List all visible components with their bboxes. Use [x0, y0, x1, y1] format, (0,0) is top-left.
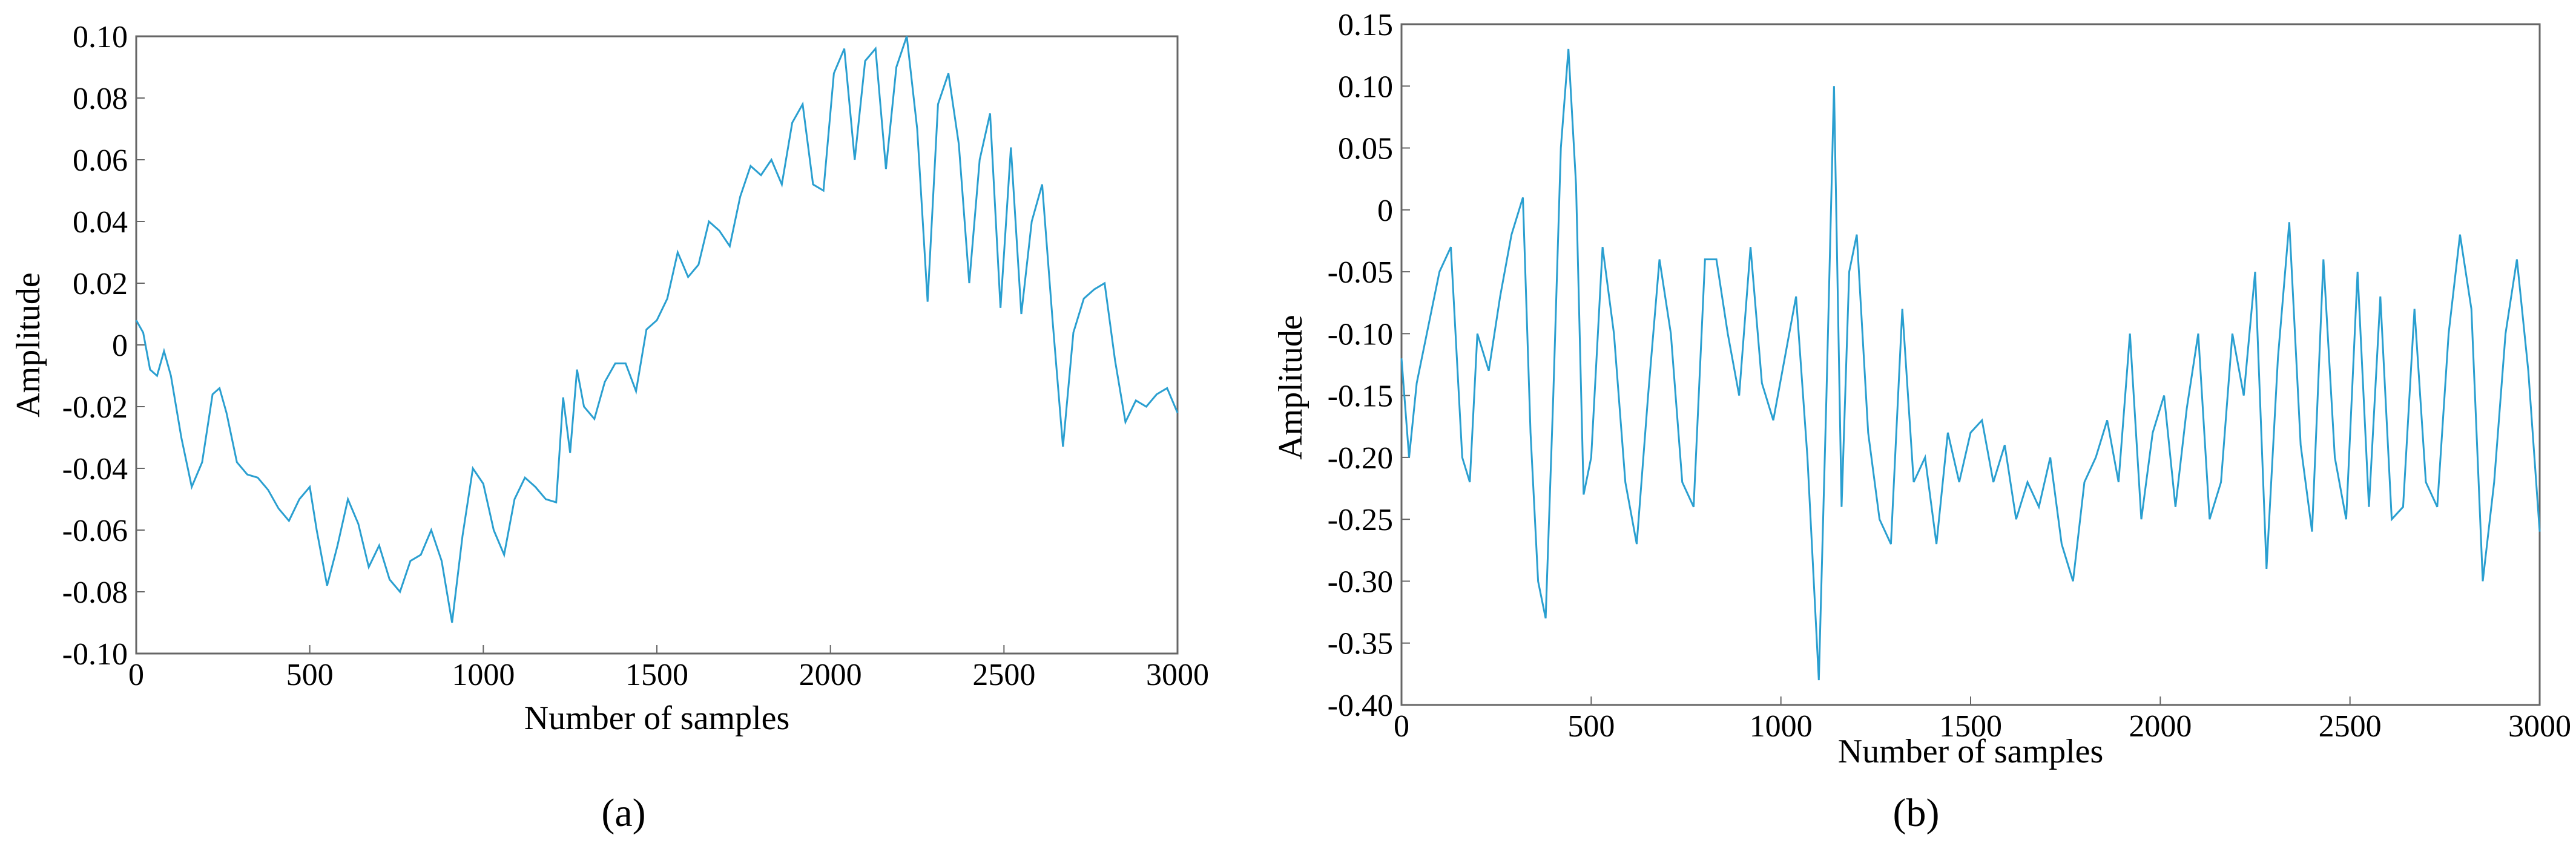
x-axis-ticks-b: 0 500 1000 1500 2000 2500 3000: [1394, 696, 2571, 744]
y-tick-label: -0.04: [62, 452, 128, 487]
x-tick-label: 1500: [625, 658, 688, 692]
x-tick-label: 0: [128, 658, 144, 692]
y-axis-label-a: Amplitude: [10, 272, 47, 418]
x-axis-ticks-a: 0 500 1000 1500 2000 2500 3000: [128, 645, 1209, 692]
y-tick-label: -0.25: [1328, 503, 1393, 537]
signal-line-b: [1400, 48, 2541, 681]
y-tick-label: 0.06: [73, 143, 128, 178]
y-tick-label: -0.05: [1328, 255, 1393, 290]
y-tick-label: -0.20: [1328, 441, 1393, 476]
x-tick-label: 2500: [972, 658, 1035, 692]
panel-label-a: (a): [601, 791, 645, 835]
y-tick-label: 0.08: [73, 82, 128, 116]
y-tick-label: -0.40: [1328, 689, 1393, 723]
y-tick-label: -0.10: [62, 637, 128, 672]
y-tick-label: -0.35: [1328, 627, 1393, 661]
y-tick-label: -0.15: [1328, 379, 1393, 414]
y-tick-label: 0: [1377, 194, 1393, 228]
x-tick-label: 3000: [2508, 709, 2571, 744]
y-axis-ticks-a: -0.10 -0.08 -0.06 -0.04 -0.02 0 0.02 0.04 0.06 0.…: [62, 20, 145, 672]
x-axis-label-a: Number of samples: [524, 700, 790, 737]
x-tick-label: 1500: [1939, 709, 2002, 744]
x-tick-label: 2500: [2319, 709, 2382, 744]
x-tick-label: 2000: [2129, 709, 2192, 744]
x-tick-label: 1000: [452, 658, 515, 692]
x-tick-label: 0: [1394, 709, 1409, 744]
y-tick-label: -0.08: [62, 575, 128, 610]
y-tick-label: 0.04: [73, 205, 128, 240]
x-tick-label: 500: [1567, 709, 1615, 744]
x-tick-label: 3000: [1146, 658, 1209, 692]
y-tick-label: -0.30: [1328, 565, 1393, 599]
chart-panel-a: 0 500 1000 1500 2000 2500 3000 -0.10 -0.08 -0.06…: [10, 20, 1209, 835]
y-tick-label: -0.02: [62, 390, 128, 425]
signal-line-a: [135, 36, 1179, 623]
y-tick-label: 0.10: [73, 20, 128, 54]
y-tick-label: -0.10: [1328, 317, 1393, 352]
y-tick-label: -0.06: [62, 514, 128, 548]
y-tick-label: 0.10: [1338, 70, 1393, 104]
y-tick-label: 0.05: [1338, 132, 1393, 166]
y-tick-label: 0.02: [73, 267, 128, 301]
y-axis-label-b: Amplitude: [1272, 315, 1309, 460]
chart-panel-b: 0 500 1000 1500 2000 2500 3000 -0.40 -0.35 -0.30…: [1272, 8, 2571, 835]
panel-label-b: (b): [1893, 791, 1940, 835]
x-axis-label-b: Number of samples: [1838, 733, 2104, 770]
y-tick-label: 0: [112, 329, 128, 363]
x-tick-label: 500: [286, 658, 334, 692]
y-axis-ticks-b: -0.40 -0.35 -0.30 -0.25 -0.20 -0.15 -0.10 -0.05…: [1328, 8, 1410, 723]
plot-frame-a: [135, 35, 1179, 655]
y-tick-label: 0.15: [1338, 8, 1393, 42]
x-tick-label: 2000: [799, 658, 862, 692]
x-tick-label: 1000: [1750, 709, 1813, 744]
